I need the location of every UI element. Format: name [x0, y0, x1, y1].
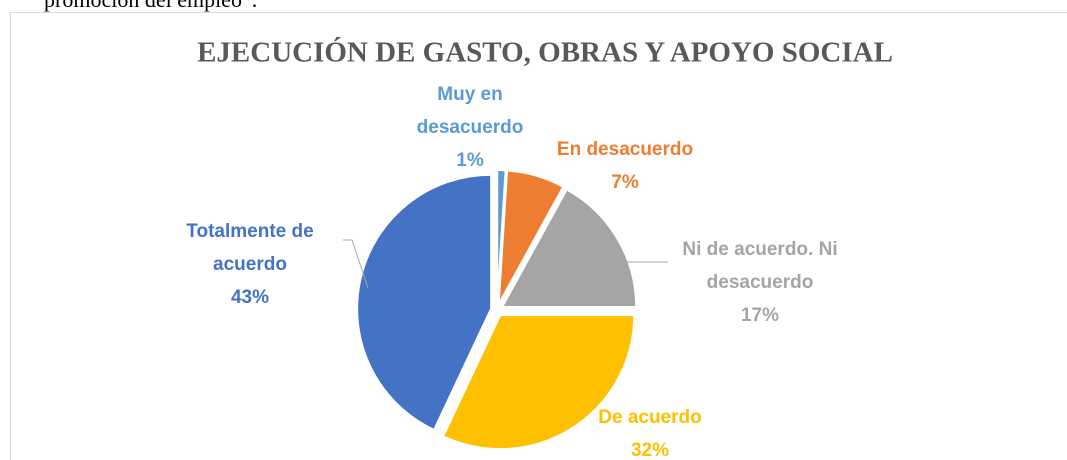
data-label-category: Totalmente de acuerdo	[186, 221, 313, 275]
pie-slice	[497, 169, 565, 305]
pie-slice	[441, 314, 636, 451]
chart-title: EJECUCIÓN DE GASTO, OBRAS Y APOYO SOCIAL	[197, 36, 893, 69]
pie-slice	[500, 188, 638, 308]
data-label-value: 43%	[231, 287, 269, 308]
data-label-value: 32%	[631, 440, 669, 460]
data-label-value: 7%	[611, 172, 639, 193]
data-label-value: 1%	[456, 150, 484, 171]
pie-slice	[496, 169, 507, 305]
data-label-value: 17%	[741, 305, 779, 326]
data-label-category: De acuerdo	[598, 407, 701, 428]
data-label-category: Muy en desacuerdo	[417, 84, 524, 138]
document-text: promoción del empleo”.	[44, 0, 257, 12]
data-label-category: Ni de acuerdo. Ni desacuerdo	[682, 239, 837, 293]
pie-slice	[356, 173, 493, 432]
data-label-category: En desacuerdo	[557, 139, 693, 160]
leader-line	[343, 239, 369, 289]
